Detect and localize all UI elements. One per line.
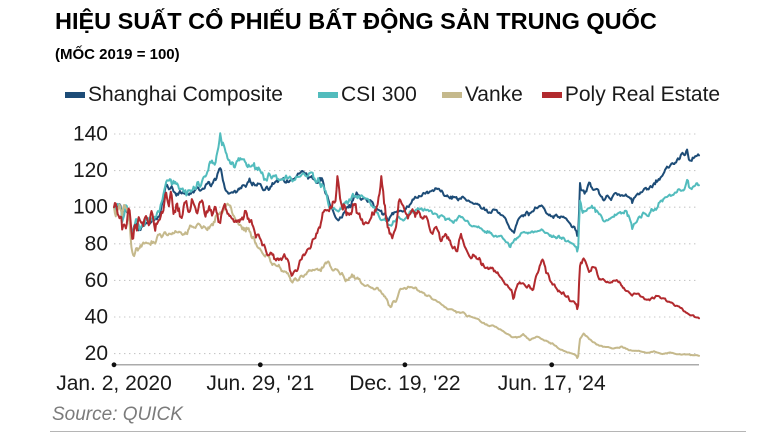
legend-swatch-csi-300 bbox=[317, 92, 338, 98]
x-tick-dot-3 bbox=[549, 362, 555, 368]
y-tick-label-40: 40 bbox=[85, 306, 108, 329]
gridlines bbox=[114, 133, 699, 355]
x-tick-label-2: Dec. 19, '22 bbox=[349, 372, 460, 395]
series-line-csi-300 bbox=[113, 132, 700, 253]
x-axis bbox=[111, 362, 699, 368]
chart-title: HIỆU SUẤT CỔ PHIẾU BẤT ĐỘNG SẢN TRUNG QU… bbox=[55, 8, 657, 34]
legend-item-shanghai-composite: Shanghai Composite bbox=[65, 83, 283, 107]
legend-label-vanke: Vanke bbox=[464, 83, 523, 106]
legend-label-poly-real-estate: Poly Real Estate bbox=[564, 83, 721, 106]
legend-swatch-shanghai-composite bbox=[65, 92, 85, 98]
x-tick-dot-0 bbox=[111, 362, 117, 368]
legend-swatch-poly-real-estate bbox=[541, 92, 562, 98]
legend-item-poly-real-estate: Poly Real Estate bbox=[541, 83, 721, 107]
x-tick-label-1: Jun. 29, '21 bbox=[206, 372, 314, 395]
legend-label-shanghai-composite: Shanghai Composite bbox=[88, 83, 283, 106]
series-lines bbox=[113, 132, 700, 359]
x-tick-label-0: Jan. 2, 2020 bbox=[56, 372, 172, 395]
series-line-shanghai-composite bbox=[113, 148, 700, 237]
legend-swatch-vanke bbox=[441, 92, 462, 98]
series-line-vanke bbox=[113, 202, 700, 359]
y-tick-label-100: 100 bbox=[73, 196, 108, 219]
axis-labels: 140 120 100 80 60 40 20 Jan. 2, 2020 Jun. 29, '2… bbox=[56, 123, 606, 396]
x-tick-dot-1 bbox=[257, 362, 263, 368]
y-tick-label-80: 80 bbox=[85, 232, 108, 255]
source-label: Source: QUICK bbox=[52, 404, 183, 425]
legend-item-vanke: Vanke bbox=[441, 83, 523, 107]
y-tick-label-20: 20 bbox=[85, 342, 108, 365]
x-tick-dot-2 bbox=[402, 362, 408, 368]
footer-rule bbox=[50, 431, 746, 432]
legend-item-csi-300: CSI 300 bbox=[317, 83, 417, 107]
legend: Shanghai Composite CSI 300 Vanke Poly Re… bbox=[65, 83, 720, 107]
y-tick-label-140: 140 bbox=[73, 123, 108, 146]
y-tick-label-120: 120 bbox=[73, 159, 108, 182]
chart-subtitle: (MỐC 2019 = 100) bbox=[55, 46, 180, 63]
series-line-poly-real-estate bbox=[113, 175, 700, 320]
y-tick-label-60: 60 bbox=[85, 269, 108, 292]
x-tick-label-3: Jun. 17, '24 bbox=[498, 372, 606, 395]
legend-label-csi-300: CSI 300 bbox=[340, 83, 417, 106]
